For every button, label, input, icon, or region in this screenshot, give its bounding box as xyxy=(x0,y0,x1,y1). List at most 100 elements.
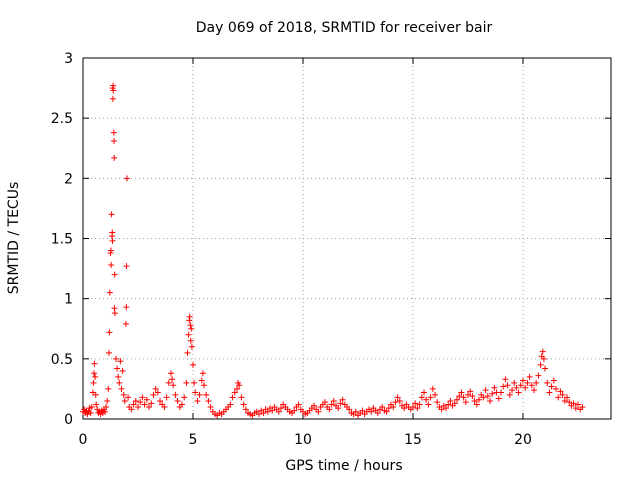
data-point xyxy=(487,397,493,404)
data-point xyxy=(128,406,135,413)
data-point xyxy=(102,408,108,415)
data-point xyxy=(537,361,544,368)
data-point xyxy=(542,365,548,372)
data-point xyxy=(447,397,454,404)
data-point xyxy=(458,389,465,396)
data-point xyxy=(109,237,116,244)
data-point xyxy=(163,394,170,401)
data-point xyxy=(236,382,243,389)
data-point xyxy=(104,397,111,404)
data-point xyxy=(123,263,130,270)
data-point xyxy=(87,409,94,416)
data-point xyxy=(152,385,159,392)
grid xyxy=(83,58,611,419)
data-point xyxy=(260,409,267,416)
data-point xyxy=(199,370,206,377)
data-point xyxy=(113,355,119,362)
data-point xyxy=(379,403,386,410)
data-point xyxy=(396,397,403,404)
data-point xyxy=(421,389,427,396)
data-point xyxy=(535,372,542,379)
data-point xyxy=(111,271,118,278)
data-point xyxy=(119,367,126,374)
data-point xyxy=(553,385,559,392)
data-point xyxy=(132,397,139,404)
data-point xyxy=(295,401,302,408)
x-tick-label: 20 xyxy=(514,432,532,448)
data-point xyxy=(548,383,555,390)
data-point xyxy=(335,405,342,412)
data-point xyxy=(555,394,562,401)
data-point xyxy=(143,396,150,403)
data-point xyxy=(520,377,526,384)
data-point xyxy=(322,399,328,406)
data-point xyxy=(566,399,573,406)
data-point xyxy=(188,343,195,350)
data-point xyxy=(416,401,423,408)
data-point xyxy=(174,397,181,404)
data-point xyxy=(137,399,144,406)
data-point xyxy=(278,405,284,412)
data-point xyxy=(264,408,271,415)
data-point xyxy=(575,401,581,408)
data-point xyxy=(513,384,520,391)
data-point xyxy=(150,391,157,398)
data-point xyxy=(188,325,195,332)
data-point xyxy=(454,396,460,403)
data-point xyxy=(484,393,491,400)
data-point xyxy=(269,407,276,414)
data-point xyxy=(465,391,471,398)
data-point xyxy=(93,401,100,408)
data-point xyxy=(130,401,137,408)
data-point xyxy=(146,403,152,410)
data-point xyxy=(401,405,408,412)
data-point xyxy=(339,396,346,403)
data-point xyxy=(170,382,177,389)
data-point xyxy=(522,384,529,391)
data-point xyxy=(572,405,579,412)
data-point xyxy=(107,247,114,254)
data-point xyxy=(168,370,174,377)
data-point xyxy=(517,382,524,389)
data-point xyxy=(429,385,436,392)
data-point xyxy=(139,394,146,401)
data-point xyxy=(172,391,179,398)
data-point xyxy=(291,407,298,414)
data-point xyxy=(570,400,577,407)
y-tick-label: 1 xyxy=(64,292,73,308)
data-point xyxy=(443,405,449,412)
data-point xyxy=(196,391,203,398)
data-point xyxy=(482,387,489,394)
data-point xyxy=(184,349,191,356)
data-point xyxy=(502,376,509,383)
data-point xyxy=(115,373,122,380)
y-tick-label: 1.5 xyxy=(51,232,73,248)
data-point xyxy=(88,403,95,410)
data-point xyxy=(141,401,148,408)
data-point xyxy=(185,331,192,338)
data-point xyxy=(181,394,188,401)
data-point xyxy=(414,405,421,412)
x-tick-label: 0 xyxy=(79,432,88,448)
data-point xyxy=(434,399,441,406)
data-point xyxy=(205,397,212,404)
data-point xyxy=(229,394,236,401)
data-point xyxy=(106,289,113,296)
data-point xyxy=(509,387,515,394)
data-point xyxy=(90,379,97,386)
data-point xyxy=(346,406,353,413)
data-point xyxy=(105,349,112,356)
data-point xyxy=(105,385,112,392)
data-point xyxy=(359,407,366,414)
data-point xyxy=(533,379,540,386)
data-point xyxy=(135,403,141,410)
data-point xyxy=(118,385,125,392)
data-point xyxy=(106,329,113,336)
data-point xyxy=(192,389,199,396)
data-point xyxy=(330,397,337,404)
data-point xyxy=(275,408,282,415)
data-point xyxy=(460,394,467,401)
data-point xyxy=(191,379,198,386)
data-point xyxy=(231,389,238,396)
